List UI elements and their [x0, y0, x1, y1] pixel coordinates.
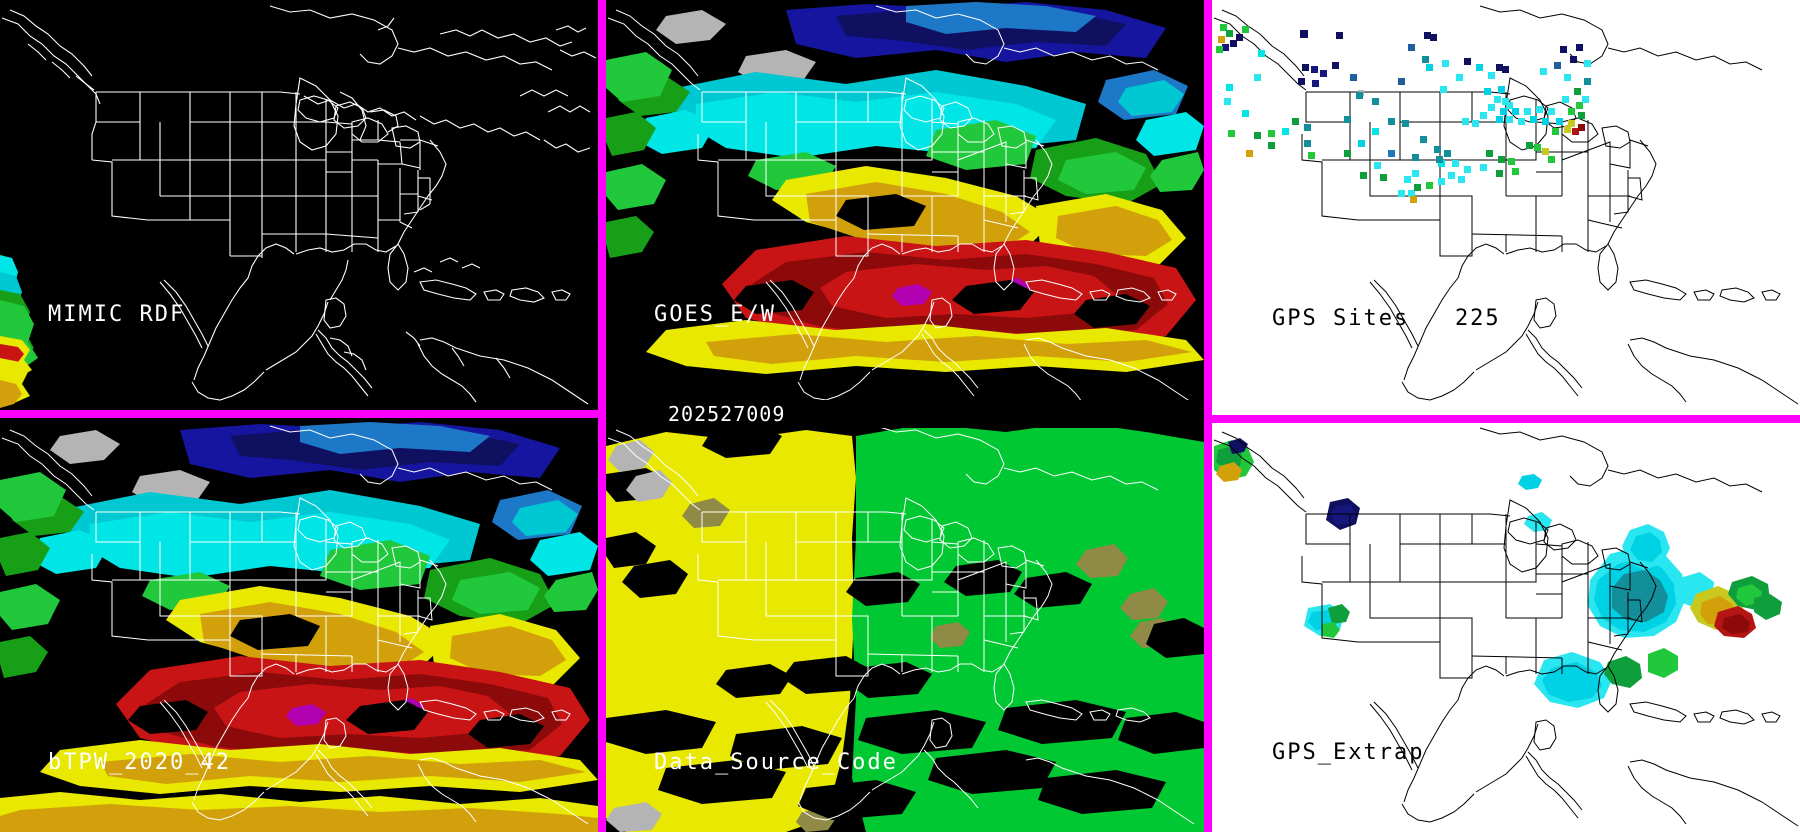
- panel-btpw[interactable]: bTPW_2020_42: [0, 418, 598, 832]
- timestamp-text: 202527009: [668, 402, 786, 426]
- panel-mimic-rdf[interactable]: MIMIC RDF: [0, 0, 598, 410]
- timestamp-bar: 202527009: [606, 400, 1204, 428]
- panel-data-source-code[interactable]: Data_Source_Code: [606, 418, 1204, 832]
- divider-horizontal-left: [0, 410, 606, 418]
- panel-gps-extrap[interactable]: GPS_Extrap: [1212, 422, 1800, 832]
- divider-vertical-left: [598, 0, 606, 410]
- btpw-raster: [0, 418, 598, 832]
- divider-vertical-left-bottom: [598, 418, 606, 832]
- goes-ew-coastline: [606, 0, 1204, 410]
- data-source-code-raster: [606, 418, 1204, 832]
- mimic-rdf-raster: [0, 0, 598, 410]
- gps-sites-markers: [1212, 0, 1800, 415]
- gps-extrap-raster: [1212, 422, 1800, 832]
- goes-ew-raster: [606, 0, 1204, 410]
- divider-horizontal-right: [1204, 415, 1800, 423]
- btpw-coastline: [0, 418, 598, 832]
- panel-goes-ew[interactable]: GOES_E/W: [606, 0, 1204, 410]
- mimic-rdf-coastline: [0, 0, 598, 410]
- gps-extrap-coastline: [1212, 422, 1800, 832]
- panel-gps-sites[interactable]: GPS Sites 225: [1212, 0, 1800, 415]
- data-source-code-coastline: [606, 418, 1204, 832]
